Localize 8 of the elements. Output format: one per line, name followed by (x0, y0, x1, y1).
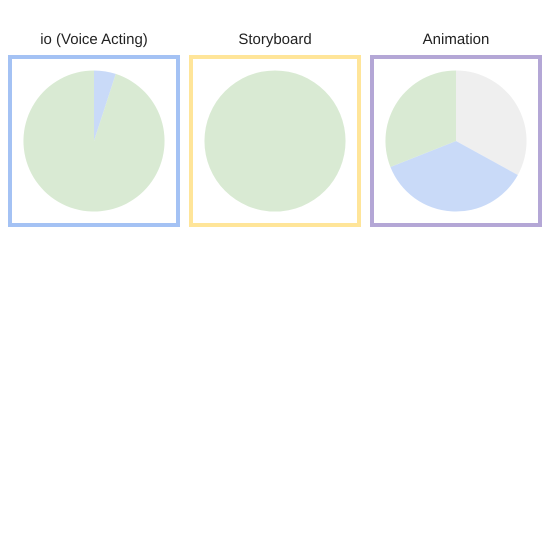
pie-slice (456, 70, 527, 175)
chart-title: io (Voice Acting) (40, 31, 148, 48)
pie-slice (390, 141, 518, 212)
pie-slice (385, 70, 456, 167)
pie-slice (23, 70, 164, 212)
chart-title: Animation (422, 31, 490, 48)
pie-slice (94, 70, 116, 141)
chart-title: Storyboard (238, 31, 312, 48)
